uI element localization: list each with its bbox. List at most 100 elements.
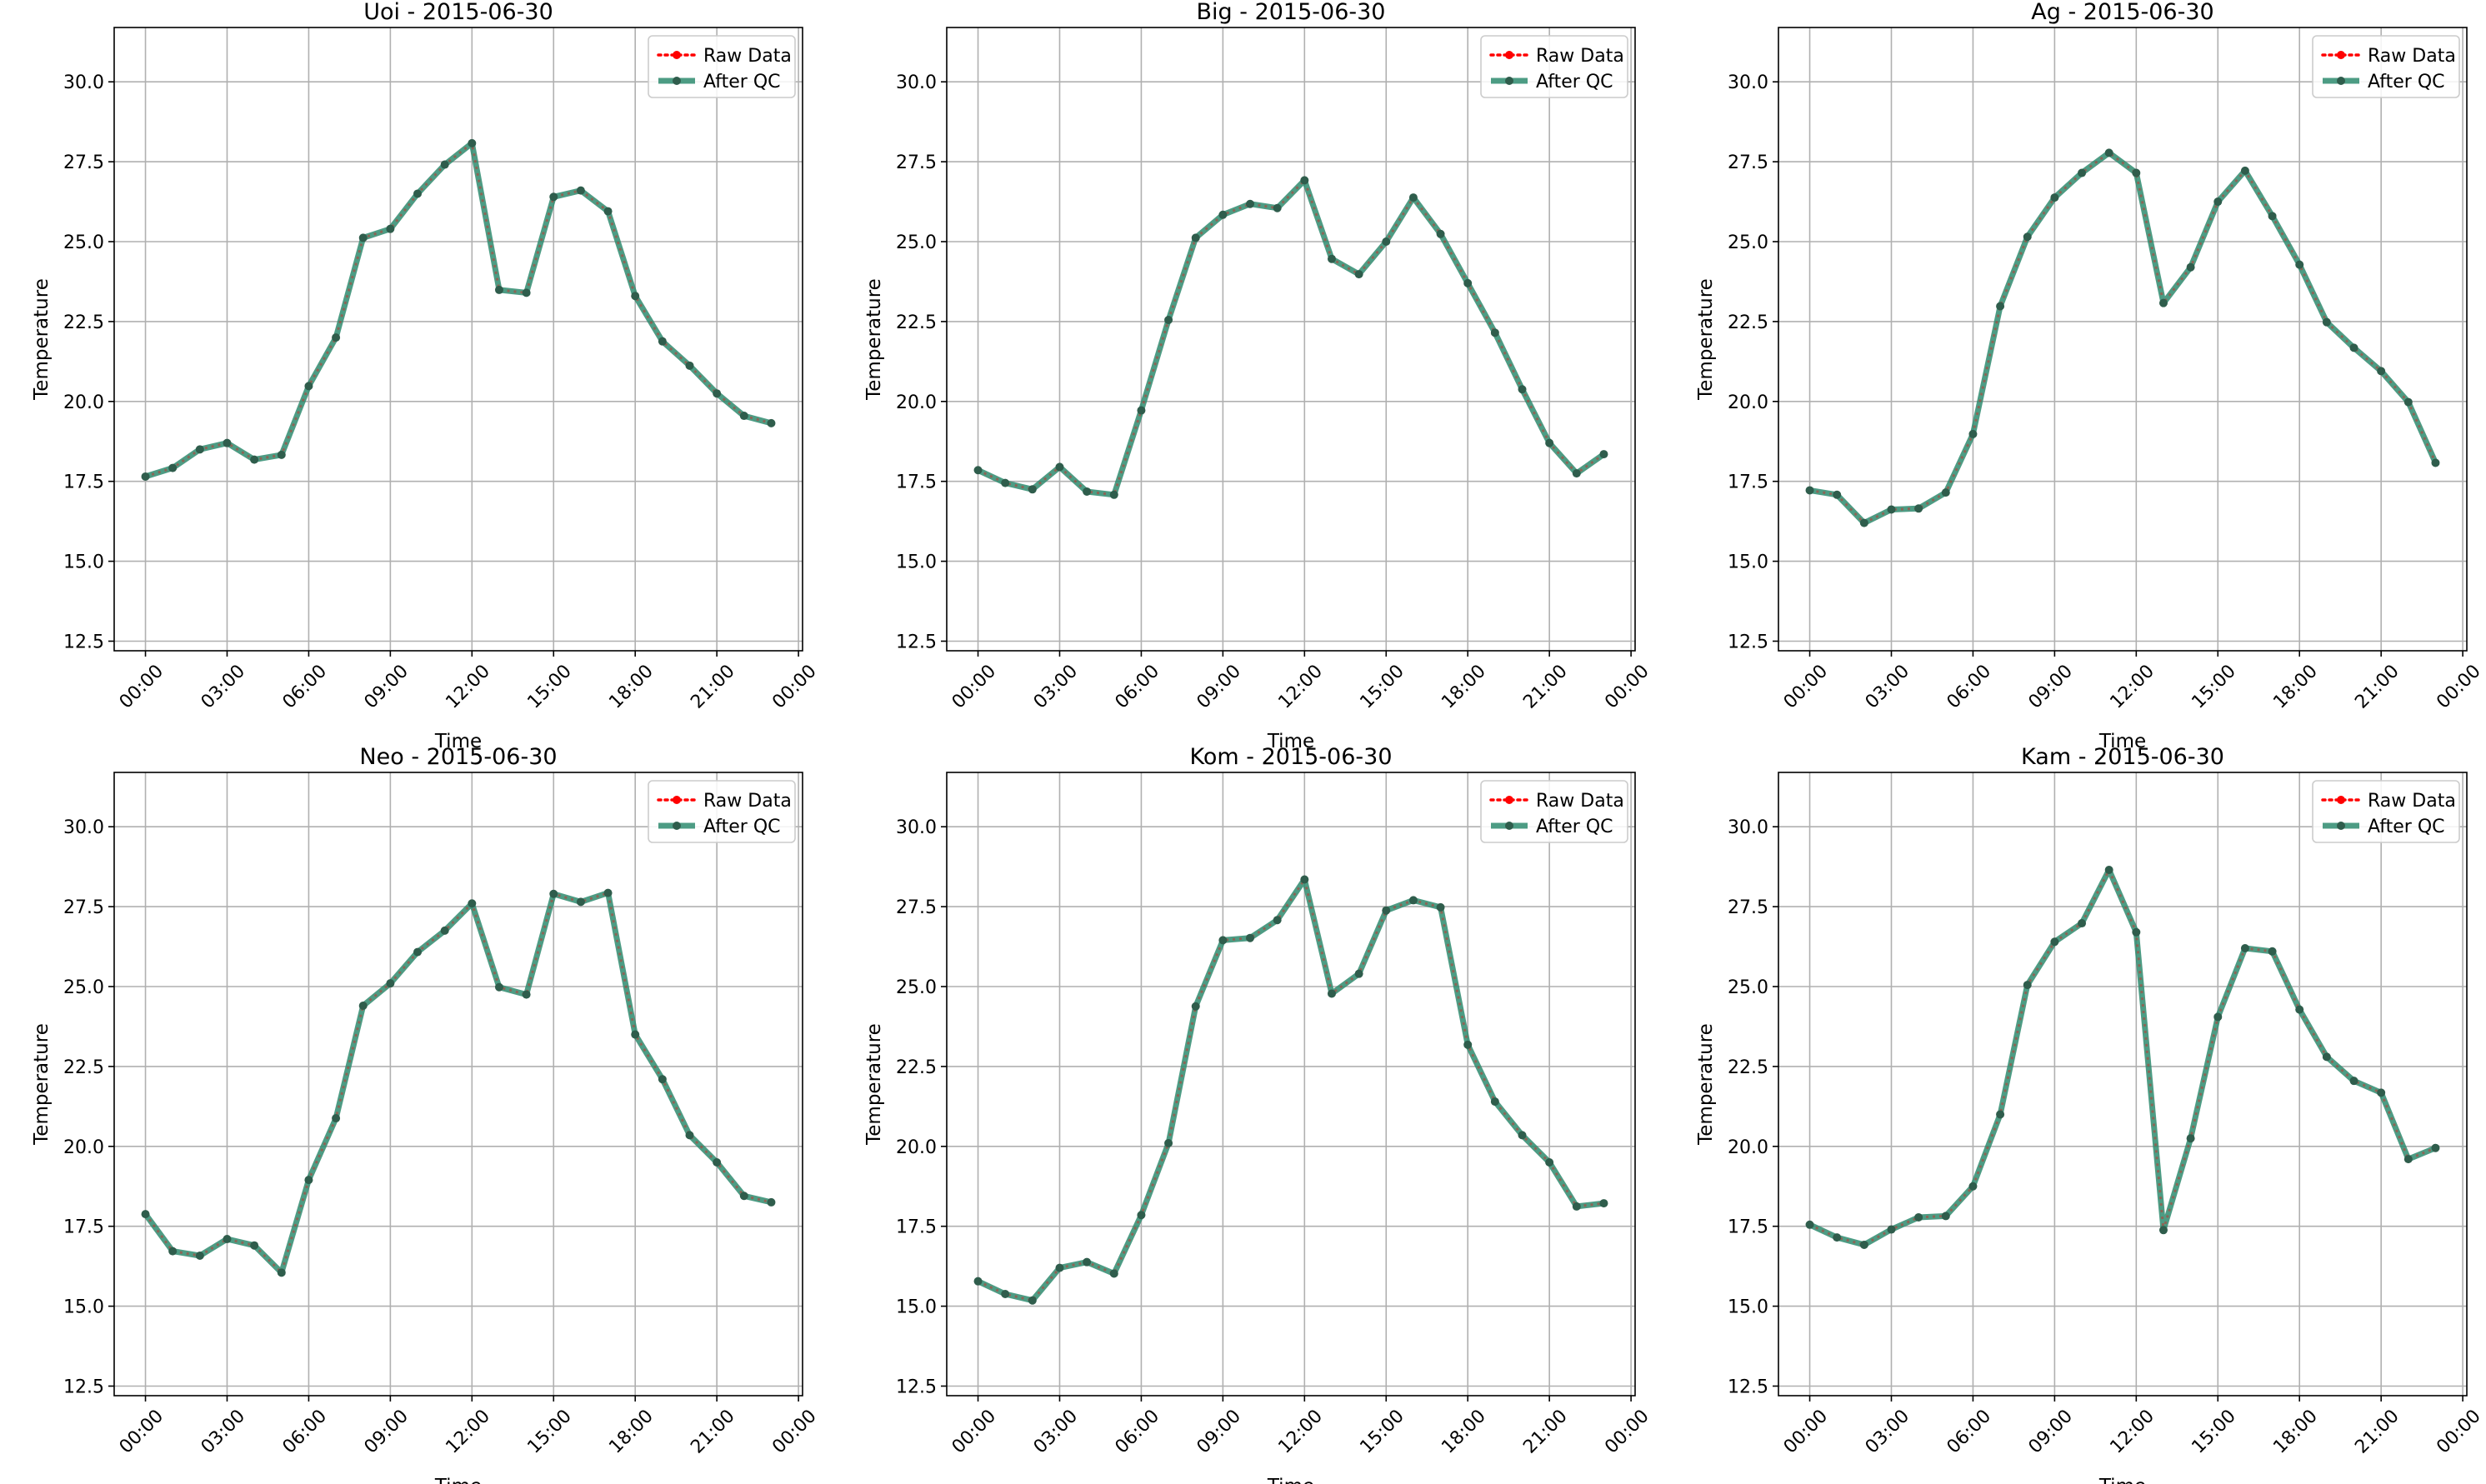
y-axis-label: Temperature — [863, 1023, 885, 1146]
legend-qc-label: After QC — [1536, 817, 1613, 837]
y-tick-label: 27.5 — [896, 897, 937, 918]
data-point — [1436, 229, 1445, 238]
x-tick-label: 12:00 — [2106, 661, 2158, 713]
data-point — [1382, 906, 1391, 915]
data-point — [1327, 254, 1336, 263]
data-point — [739, 412, 748, 421]
subplot-5: 00:00 03:00 06:00 09:00 12:00 15:00 18:00 21:00… — [863, 744, 1653, 1484]
data-point — [195, 445, 204, 454]
y-tick-label: 25.0 — [1728, 232, 1768, 253]
data-point — [1354, 270, 1363, 279]
data-point — [1490, 1097, 1499, 1107]
data-point — [277, 450, 286, 459]
y-tick-label: 20.0 — [1728, 392, 1768, 413]
subplot-title: Ag - 2015-06-30 — [2031, 0, 2213, 25]
y-tick-label: 20.0 — [63, 392, 104, 413]
after-qc-line — [975, 877, 1607, 1304]
data-point — [631, 1030, 640, 1039]
data-point — [2268, 212, 2277, 221]
data-point — [1028, 485, 1037, 494]
data-point — [1408, 896, 1418, 905]
data-point — [2295, 1005, 2304, 1014]
data-point — [1246, 199, 1255, 208]
y-tick-label: 17.5 — [1728, 1217, 1768, 1238]
data-point — [141, 1210, 150, 1219]
y-tick-label: 20.0 — [63, 1137, 104, 1158]
data-point — [1805, 486, 1814, 495]
x-axis-label: Time — [2098, 1476, 2146, 1484]
x-tick-label: 09:00 — [361, 661, 413, 713]
data-point — [1518, 1131, 1527, 1140]
data-point — [304, 1176, 313, 1185]
data-point — [973, 466, 983, 475]
data-points — [973, 875, 1608, 1305]
subplot-2: 00:00 03:00 06:00 09:00 12:00 15:00 18:00 21:00… — [863, 0, 1653, 752]
y-tick-label: 25.0 — [896, 977, 937, 998]
y-tick-label: 30.0 — [896, 817, 937, 838]
axes-frame — [113, 772, 803, 1397]
grid — [947, 772, 1635, 1396]
data-point — [358, 1002, 368, 1011]
data-point — [304, 382, 313, 391]
x-tick-label: 03:00 — [198, 1406, 250, 1458]
y-tick-label: 12.5 — [1728, 1377, 1768, 1397]
data-point — [386, 224, 395, 233]
data-point — [1572, 469, 1581, 478]
legend-qc-marker — [2337, 822, 2345, 830]
data-point — [1996, 302, 2005, 311]
data-point — [1572, 1202, 1581, 1211]
data-point — [413, 947, 423, 957]
data-point — [1996, 1110, 2005, 1119]
data-point — [603, 207, 613, 216]
data-point — [2078, 168, 2087, 177]
legend-qc-marker — [2337, 77, 2345, 85]
legend-raw-label: Raw Data — [2368, 791, 2456, 812]
data-point — [1463, 1040, 1473, 1049]
data-point — [1354, 969, 1363, 978]
x-tick-label: 21:00 — [1519, 661, 1572, 713]
legend-raw-label: Raw Data — [1536, 46, 1624, 67]
y-tick-label: 30.0 — [1728, 817, 1768, 838]
x-tick-label: 15:00 — [2188, 1406, 2240, 1458]
y-tick-label: 15.0 — [896, 1297, 937, 1318]
data-point — [1218, 210, 1228, 219]
y-tick-label: 20.0 — [1728, 1137, 1768, 1158]
data-point — [223, 1235, 232, 1244]
legend-raw-marker — [2337, 796, 2345, 804]
data-point — [1028, 1296, 1037, 1305]
data-point — [1083, 1257, 1092, 1267]
x-tick-label: 09:00 — [361, 1406, 413, 1458]
data-point — [2050, 193, 2059, 202]
data-point — [1859, 518, 1868, 527]
y-tick-label: 12.5 — [896, 1377, 937, 1397]
x-tick-label: 18:00 — [2269, 661, 2322, 713]
x-tick-label: 06:00 — [1943, 1406, 1996, 1458]
x-tick-label: 03:00 — [1030, 661, 1083, 713]
data-point — [1887, 505, 1896, 514]
after-qc-line — [975, 177, 1607, 498]
data-point — [2322, 1052, 2331, 1062]
after-qc-line — [1807, 867, 2438, 1248]
x-tick-label: 09:00 — [1193, 1406, 1246, 1458]
data-point — [713, 1157, 722, 1167]
data-point — [1137, 1211, 1146, 1220]
x-tick-label: 00:00 — [768, 661, 821, 713]
raw-data-line — [977, 876, 1604, 1302]
x-tick-label: 15:00 — [523, 661, 576, 713]
legend-qc-marker — [673, 822, 681, 830]
data-point — [1273, 916, 1282, 925]
subplot-title: Uoi - 2015-06-30 — [363, 0, 553, 25]
y-tick-label: 17.5 — [63, 472, 104, 493]
raw-data-line — [977, 177, 1605, 497]
y-tick-label: 22.5 — [896, 312, 937, 333]
x-tick-label: 06:00 — [1943, 661, 1996, 713]
y-axis-label: Temperature — [31, 278, 53, 401]
x-tick-label: 03:00 — [1862, 1406, 1914, 1458]
data-point — [2050, 937, 2059, 947]
data-point — [1109, 1269, 1118, 1278]
data-point — [250, 1241, 259, 1250]
subplot-title: Kam - 2015-06-30 — [2021, 744, 2224, 770]
y-tick-label: 17.5 — [896, 472, 937, 493]
x-tick-label: 03:00 — [1862, 661, 1914, 713]
